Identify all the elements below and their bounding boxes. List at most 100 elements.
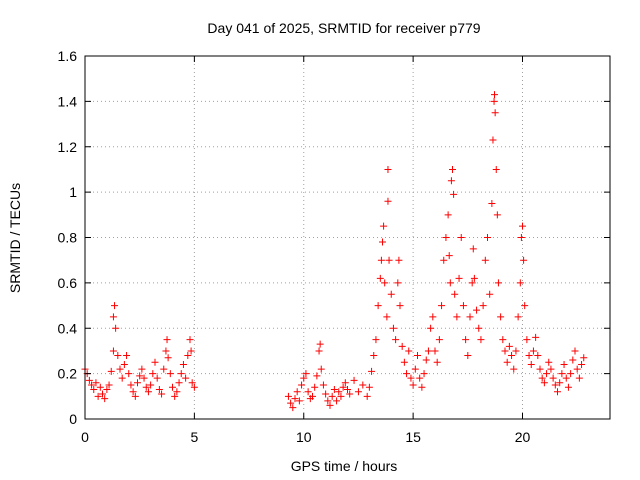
data-point — [169, 383, 176, 391]
data-point — [427, 324, 435, 332]
data-point — [494, 279, 502, 287]
data-point — [99, 390, 106, 398]
y-tick-label: 0.8 — [58, 230, 78, 246]
x-tick-label: 0 — [81, 429, 89, 445]
data-point — [493, 211, 501, 219]
data-point — [160, 365, 168, 373]
grid — [85, 56, 610, 419]
data-point — [445, 252, 453, 260]
data-point — [477, 336, 485, 344]
data-point — [107, 367, 115, 375]
y-tick-label: 1.4 — [58, 93, 78, 109]
data-point — [578, 361, 586, 369]
data-point — [125, 370, 133, 378]
data-point — [324, 397, 332, 405]
data-point — [326, 401, 334, 409]
data-point — [155, 386, 163, 394]
data-point — [449, 165, 456, 173]
data-point — [129, 388, 137, 396]
data-point — [492, 165, 500, 173]
data-point — [569, 356, 577, 364]
data-point — [414, 351, 421, 359]
data-point — [350, 376, 358, 384]
data-point — [188, 379, 196, 387]
data-point — [120, 361, 128, 369]
data-point — [488, 199, 496, 207]
data-point — [521, 302, 529, 310]
data-point — [501, 347, 509, 355]
data-point — [337, 392, 345, 400]
data-point — [469, 245, 477, 253]
data-point — [479, 302, 487, 310]
data-point — [468, 279, 476, 287]
data-point — [564, 383, 572, 391]
data-point — [374, 302, 382, 310]
data-point — [136, 372, 144, 380]
data-point — [491, 91, 498, 99]
data-point — [400, 358, 408, 366]
data-point — [302, 370, 310, 378]
data-point — [446, 279, 454, 287]
data-point — [359, 381, 367, 389]
data-point — [291, 395, 299, 403]
data-point — [363, 392, 371, 400]
data-point — [451, 290, 459, 298]
data-point — [403, 370, 411, 378]
data-point — [384, 197, 392, 205]
data-point — [319, 381, 327, 389]
data-point — [385, 256, 393, 264]
data-point — [153, 374, 161, 382]
data-point — [450, 190, 458, 198]
data-point — [179, 361, 187, 369]
data-point — [365, 383, 373, 391]
data-point — [407, 374, 415, 382]
y-tick-label: 1.2 — [58, 139, 78, 155]
data-point — [442, 234, 450, 241]
data-point — [431, 347, 439, 355]
x-tick-label: 10 — [296, 429, 312, 445]
data-point — [131, 392, 139, 400]
data-point — [103, 386, 111, 394]
data-point — [295, 397, 303, 405]
data-point — [372, 336, 380, 344]
data-point — [549, 374, 557, 382]
data-point — [416, 374, 424, 382]
data-point — [173, 388, 181, 396]
data-point — [184, 351, 192, 359]
data-point — [381, 279, 389, 287]
data-point — [300, 374, 308, 382]
data-point — [420, 370, 428, 378]
data-point — [163, 336, 171, 344]
data-point — [475, 324, 483, 332]
data-point — [540, 379, 548, 387]
data-point — [547, 365, 555, 373]
data-point — [127, 381, 135, 389]
data-point — [105, 381, 113, 389]
data-point — [309, 392, 316, 400]
data-point — [377, 256, 385, 264]
data-point — [322, 390, 330, 398]
data-point — [109, 313, 117, 321]
chart-title: Day 041 of 2025, SRMTID for receiver p77… — [207, 20, 480, 36]
data-point — [394, 279, 402, 287]
data-point — [470, 274, 478, 282]
data-point — [151, 358, 159, 366]
data-point — [354, 388, 362, 396]
data-point — [499, 336, 507, 344]
data-point — [497, 313, 505, 321]
data-point — [123, 351, 131, 359]
data-point — [177, 370, 185, 378]
data-point — [525, 351, 533, 359]
data-point — [545, 358, 553, 366]
data-point — [112, 324, 120, 332]
data-point — [289, 404, 297, 412]
data-point — [466, 313, 474, 321]
x-tick-label: 20 — [515, 429, 531, 445]
y-tick-label: 1 — [69, 184, 77, 200]
data-point — [512, 347, 520, 355]
data-point — [118, 374, 126, 382]
data-point — [94, 392, 102, 400]
data-point — [330, 386, 338, 394]
data-point — [418, 383, 426, 391]
